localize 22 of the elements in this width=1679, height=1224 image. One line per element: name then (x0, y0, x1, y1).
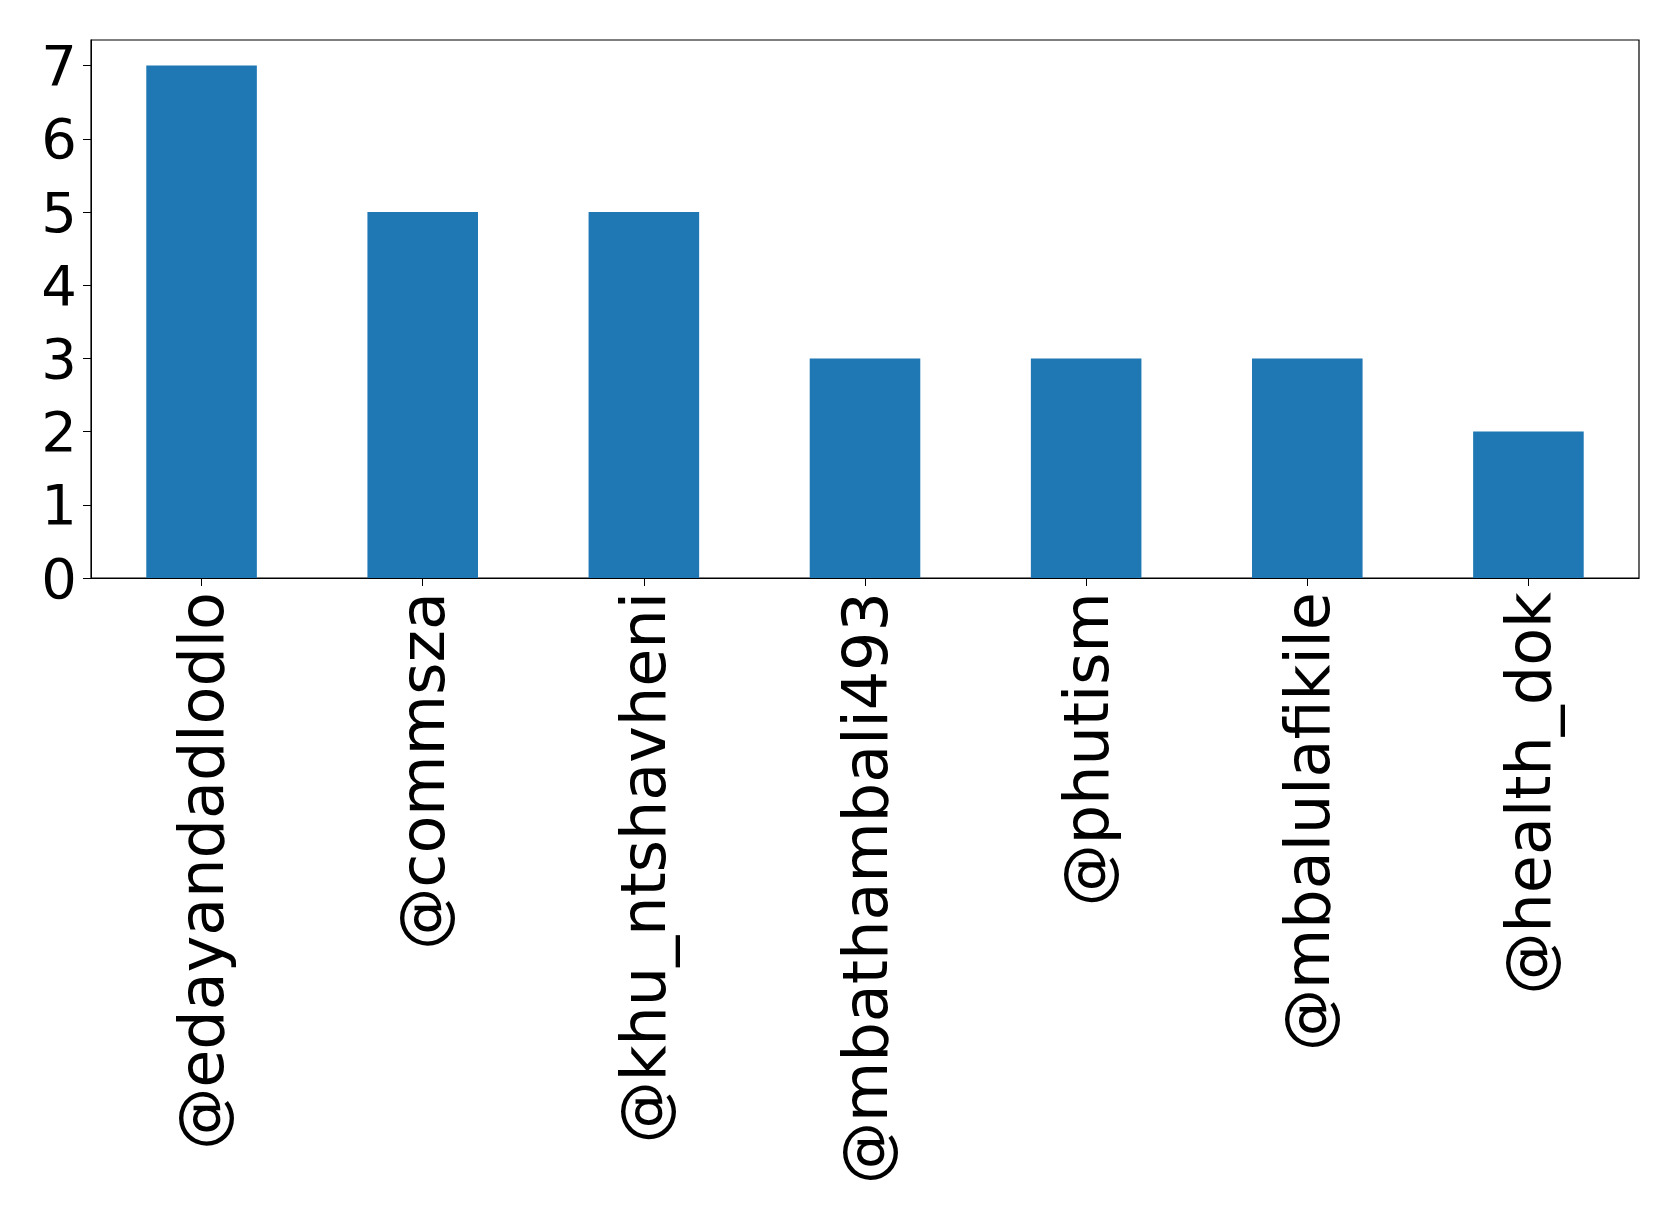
x-tick-label: @edayandadlodlo (165, 592, 239, 1150)
y-tick-label: 5 (41, 179, 77, 245)
y-tick-label: 6 (41, 106, 77, 172)
bar (146, 65, 257, 578)
x-tick-label: @mbalulafikile (1270, 592, 1344, 1052)
x-tick-label: @commsza (386, 592, 460, 950)
y-tick-label: 3 (41, 325, 77, 391)
bar (1030, 358, 1142, 578)
y-tick-label: 4 (41, 252, 77, 318)
x-tick-label: @khu_ntshavheni (607, 592, 681, 1144)
y-tick-label: 1 (41, 472, 77, 538)
y-tick-label: 7 (41, 33, 77, 99)
x-tick-label: @health_dok (1491, 591, 1565, 995)
bar (809, 358, 921, 578)
bar (1252, 358, 1363, 578)
bar (588, 212, 700, 578)
x-tick-label: @phutism (1049, 592, 1123, 907)
x-tick-label: @mbathambali493 (828, 592, 902, 1184)
bar (367, 212, 478, 578)
y-tick-label: 2 (41, 399, 77, 465)
y-tick-label: 0 (41, 545, 77, 611)
bar (1473, 431, 1584, 578)
